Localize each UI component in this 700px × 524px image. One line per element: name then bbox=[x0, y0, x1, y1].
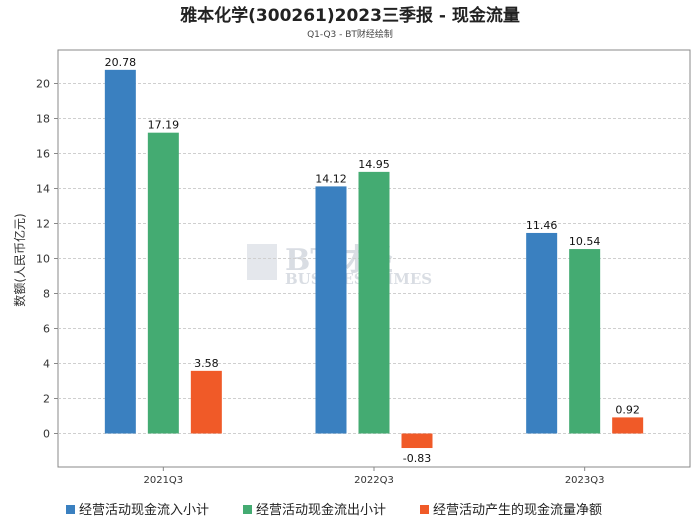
bar-2021Q3-2 bbox=[147, 132, 179, 434]
y-tick-label: 4 bbox=[43, 358, 50, 371]
bar-2022Q3-3 bbox=[401, 433, 433, 449]
bar-2023Q3-2 bbox=[569, 249, 601, 434]
x-tick-label: 2023Q3 bbox=[565, 475, 605, 486]
legend-swatch bbox=[66, 505, 75, 514]
y-tick-label: 10 bbox=[36, 253, 50, 266]
bars: 20.78 17.19 3.58 14.12 14.95 -0.83 11.46 10.54 0… bbox=[105, 56, 644, 465]
y-tick-label: 12 bbox=[36, 218, 50, 231]
chart-title: 雅本化学(300261)2023三季报 - 现金流量 bbox=[179, 5, 520, 26]
y-tick-label: 16 bbox=[36, 148, 50, 161]
legend: 经营活动现金流入小计 经营活动现金流出小计 经营活动产生的现金流量净额 bbox=[66, 502, 602, 518]
bar-2021Q3-1 bbox=[104, 69, 136, 434]
data-label: 14.12 bbox=[315, 172, 347, 185]
data-label: 3.58 bbox=[194, 357, 219, 370]
legend-label: 经营活动现金流入小计 bbox=[79, 502, 209, 518]
data-label: 11.46 bbox=[526, 219, 558, 232]
y-tick-label: 6 bbox=[43, 323, 50, 336]
bar-2023Q3-1 bbox=[526, 232, 558, 434]
chart-subtitle: Q1-Q3 - BT财经绘制 bbox=[307, 28, 393, 40]
bar-2022Q3-2 bbox=[358, 171, 390, 434]
x-tick-label: 2022Q3 bbox=[354, 475, 394, 486]
watermark-logo bbox=[247, 244, 277, 280]
data-label: 20.78 bbox=[105, 56, 137, 69]
legend-label: 经营活动现金流出小计 bbox=[256, 502, 386, 518]
x-axis: 2021Q3 2022Q3 2023Q3 bbox=[143, 467, 605, 486]
y-tick-label: 8 bbox=[43, 288, 50, 301]
bar-2022Q3-1 bbox=[315, 186, 347, 434]
y-tick-label: 14 bbox=[36, 183, 50, 196]
data-label: 10.54 bbox=[569, 235, 601, 248]
y-tick-label: 20 bbox=[36, 78, 50, 91]
y-axis: 0 2 4 6 8 10 12 14 16 18 20 bbox=[36, 78, 58, 441]
bar-2023Q3-3 bbox=[612, 417, 644, 434]
legend-label: 经营活动产生的现金流量净额 bbox=[433, 502, 602, 518]
data-label: 0.92 bbox=[615, 403, 640, 416]
legend-swatch bbox=[420, 505, 429, 514]
legend-swatch bbox=[243, 505, 252, 514]
x-tick-label: 2021Q3 bbox=[143, 475, 183, 486]
data-label: 14.95 bbox=[358, 158, 390, 171]
y-tick-label: 18 bbox=[36, 113, 50, 126]
data-label: -0.83 bbox=[403, 452, 431, 465]
bar-2021Q3-3 bbox=[190, 370, 222, 434]
data-label: 17.19 bbox=[148, 119, 180, 132]
y-tick-label: 2 bbox=[43, 393, 50, 406]
y-tick-label: 0 bbox=[43, 428, 50, 441]
y-axis-label: 数额(人民币亿元) bbox=[12, 213, 27, 306]
